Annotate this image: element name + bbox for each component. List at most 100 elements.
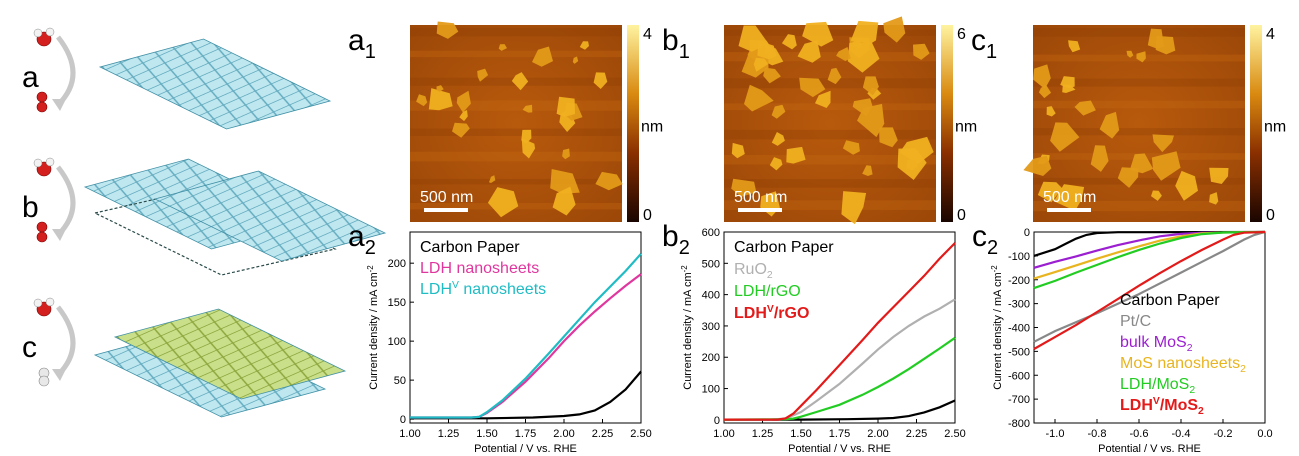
oxygen-molecule-icon: [36, 91, 48, 103]
colorbar: [627, 25, 639, 222]
nanosheet-flake: [1060, 76, 1075, 89]
schematic-label-c: c: [22, 331, 37, 364]
nanosheet-flake: [897, 148, 927, 180]
x-tick-label: 2.25: [592, 428, 613, 440]
series-line-0: [410, 370, 642, 420]
x-tick-label: 1.25: [752, 428, 773, 440]
polarization-charts: a2 1.00 1.25 1.50 1.75 2.00 2.25 2.50 0 50 100 150 2…: [348, 220, 1273, 455]
x-tick-label: 2.50: [944, 428, 965, 440]
panel-label-b1: b1: [662, 24, 690, 63]
scale-bar-label: 500 nm: [734, 189, 787, 206]
nanosheet-flake: [1151, 151, 1181, 181]
panel-label-c2: c2: [972, 220, 998, 259]
x-tick-label: 1.75: [515, 428, 536, 440]
nanosheet-flake: [579, 41, 589, 50]
colorbar-max-label: 4: [643, 26, 652, 43]
nanosheet-flake: [436, 21, 459, 39]
reaction-arrow-icon: [56, 165, 76, 237]
nanosheet-flake: [1117, 167, 1139, 188]
y-axis-label: Current density / mA cm-2: [366, 265, 380, 390]
panel-label-a2: a2: [348, 220, 376, 259]
nanosheet-flake: [883, 16, 906, 43]
nanosheet-flake: [841, 191, 867, 225]
series-line-2: [723, 336, 956, 421]
oxygen-molecule-icon: [36, 101, 48, 113]
colorbar-min-label: 0: [957, 207, 966, 224]
colorbar: [941, 25, 953, 222]
arrowhead-icon: [52, 369, 66, 381]
arrowhead-icon: [52, 229, 66, 241]
y-axis-label: Current density / mA cm-2: [990, 265, 1004, 390]
reaction-arrow-icon: [56, 35, 76, 107]
y-axis-label: Current density / mA cm-2: [680, 265, 694, 390]
scan-band: [724, 78, 936, 89]
colorbar-min-label: 0: [1266, 207, 1275, 224]
hydrogen-atom-icon: [33, 158, 43, 168]
nanosheet-flake: [521, 129, 532, 144]
afm-panel-c: c1 500 nm 4 0 nm: [971, 24, 1286, 224]
scan-band: [724, 200, 936, 210]
nanosheet-flake: [862, 165, 873, 176]
x-axis-label: Potential / V vs. RHE: [1098, 443, 1201, 455]
x-tick-label: -0.8: [1088, 428, 1107, 440]
y-tick-label: 500: [702, 258, 720, 270]
legend-entry-3: LDHV/rGO: [734, 304, 809, 322]
y-tick-label: 0: [1024, 227, 1030, 239]
scan-band: [410, 50, 622, 58]
structure-schematics: a b c: [22, 27, 387, 418]
hydrogen-atom-icon: [33, 298, 43, 308]
nanosheet-flake: [850, 20, 879, 44]
hydrogen-atom-icon: [33, 28, 43, 38]
nanosheet-flake: [753, 57, 769, 72]
scale-bar: [738, 208, 782, 212]
y-tick-label: 100: [388, 336, 406, 348]
scan-band: [410, 151, 622, 162]
mos2-layer: [113, 308, 347, 400]
scale-bar: [1047, 208, 1091, 212]
colorbar-unit-label: nm: [641, 119, 663, 136]
nanosheet-flake: [1090, 145, 1109, 172]
x-tick-label: 1.50: [476, 428, 497, 440]
x-tick-label: -0.2: [1214, 428, 1233, 440]
hydrogen-atom-icon: [45, 27, 55, 37]
x-tick-label: 2.50: [630, 428, 651, 440]
y-tick-label: 0: [714, 415, 720, 427]
series-line-2: [410, 253, 642, 419]
series-line-5: [1033, 230, 1266, 350]
y-tick-label: 600: [702, 227, 720, 239]
nanosheet-flake: [1209, 167, 1229, 184]
nanosheet-flake: [771, 104, 786, 119]
scan-band: [724, 52, 936, 62]
nanosheet-flake: [842, 140, 860, 155]
colorbar-max-label: 6: [957, 26, 966, 43]
nanosheet-flake: [781, 34, 797, 50]
y-tick-label: 50: [394, 375, 406, 387]
legend-entry-1: RuO2: [734, 261, 773, 281]
nanosheet-flake: [572, 56, 579, 64]
y-tick-label: 200: [388, 258, 406, 270]
scan-band: [1033, 200, 1245, 212]
scan-band: [724, 103, 936, 111]
legend-entry-2: LDHV nanosheets: [420, 280, 546, 298]
x-tick-label: -1.0: [1046, 428, 1065, 440]
scale-bar-label: 500 nm: [420, 189, 473, 206]
series-line-1: [1033, 230, 1266, 343]
nanosheet-flake: [593, 72, 608, 89]
y-tick-label: 300: [702, 321, 720, 333]
nanosheet-flake: [852, 98, 873, 117]
x-tick-label: 2.00: [553, 428, 574, 440]
scan-band: [724, 179, 936, 188]
legend-entry-1: Pt/C: [1120, 313, 1151, 330]
colorbar-max-label: 4: [1266, 26, 1275, 43]
y-tick-label: -300: [1008, 299, 1030, 311]
oxygen-molecule-icon: [36, 231, 48, 243]
nanosheet-flake: [556, 96, 575, 117]
scan-band: [410, 128, 622, 137]
scan-band: [1033, 78, 1245, 87]
y-tick-label: 200: [702, 352, 720, 364]
colorbar-unit-label: nm: [1264, 119, 1286, 136]
nanosheet-flake: [428, 88, 453, 111]
y-tick-label: -200: [1008, 275, 1030, 287]
nanosheet-flake: [1136, 51, 1146, 63]
